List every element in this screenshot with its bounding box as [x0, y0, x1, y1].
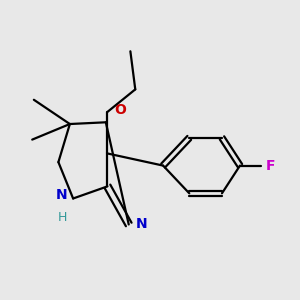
Text: O: O	[114, 103, 126, 117]
Text: H: H	[58, 211, 67, 224]
Text: N: N	[136, 218, 148, 232]
Text: N: N	[56, 188, 67, 202]
Text: F: F	[266, 159, 276, 172]
